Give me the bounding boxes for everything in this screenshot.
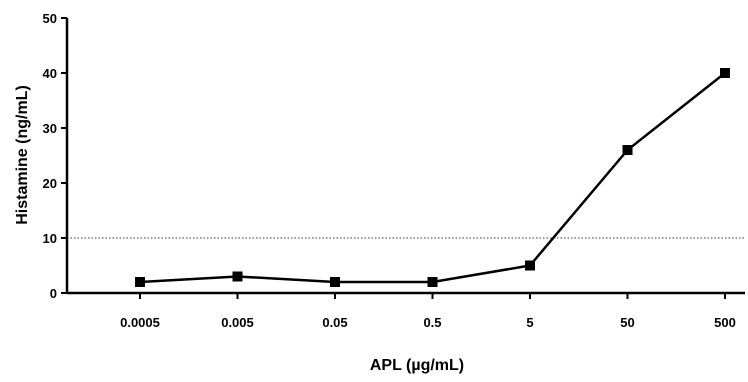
x-axis-title: APL (µg/mL) (370, 357, 464, 374)
x-ticks: 0.0005 0.005 0.05 0.5 5 50 500 (120, 293, 736, 330)
x-tick-label: 0.0005 (120, 315, 160, 330)
y-tick-label: 30 (43, 121, 57, 136)
x-tick-label: 500 (714, 315, 736, 330)
data-point-marker (427, 277, 438, 287)
data-point-marker (622, 145, 633, 155)
y-tick-label: 40 (43, 66, 57, 81)
x-tick-label: 5 (526, 315, 533, 330)
x-tick-label: 50 (620, 315, 634, 330)
y-ticks: 0 10 20 30 40 50 (43, 11, 67, 301)
data-point-marker (135, 277, 145, 287)
data-point-marker (232, 271, 243, 282)
y-axis-title: Histamine (ng/mL) (14, 85, 31, 225)
x-tick-label: 0.05 (322, 315, 347, 330)
axis-layer (65, 18, 745, 295)
series-layer (135, 68, 730, 287)
data-point-marker (330, 277, 340, 287)
series-line (139, 72, 726, 284)
data-point-marker (525, 260, 535, 271)
y-tick-label: 10 (43, 231, 57, 246)
x-tick-label: 0.5 (423, 315, 441, 330)
y-tick-label: 20 (43, 176, 57, 191)
y-tick-label: 0 (50, 286, 57, 301)
x-tick-label: 0.005 (221, 315, 254, 330)
y-tick-label: 50 (43, 11, 57, 26)
data-point-marker (720, 68, 730, 78)
